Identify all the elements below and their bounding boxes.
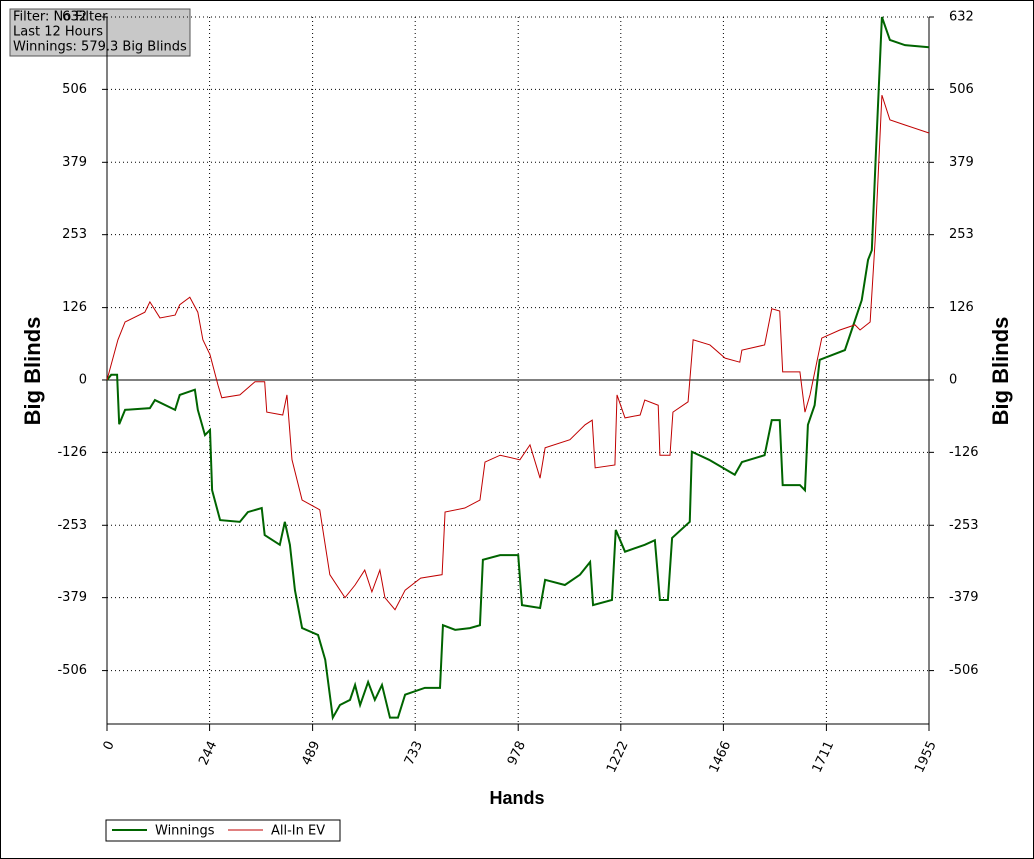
y2-tick-label: -253 xyxy=(949,518,979,533)
y-tick-label: -379 xyxy=(57,590,87,605)
legend xyxy=(105,819,341,842)
series-line xyxy=(106,94,930,611)
y-tick-label: 632 xyxy=(62,10,87,25)
y-tick-label: 126 xyxy=(62,300,87,315)
y-tick-label: 253 xyxy=(62,227,87,242)
y-axis-label: Big Blinds xyxy=(20,317,45,426)
y2-tick-label: 126 xyxy=(949,300,974,315)
y2-tick-label: 632 xyxy=(949,10,974,25)
info-text: Filter: No Filter xyxy=(13,10,108,25)
y-tick-label: 379 xyxy=(62,155,87,170)
y2-axis-label: Big Blinds xyxy=(988,317,1013,426)
legend-label: Winnings xyxy=(155,824,215,839)
y2-tick-label: 506 xyxy=(949,82,974,97)
y2-tick-label: -379 xyxy=(949,590,979,605)
y2-tick-label: -126 xyxy=(949,445,979,460)
series-line xyxy=(106,16,930,721)
y-tick-label: -253 xyxy=(57,518,87,533)
info-box: Filter: No Filter Last 12 Hours Winnings… xyxy=(9,8,191,57)
y2-tick-label: 379 xyxy=(949,155,974,170)
info-text: Winnings: 579.3 Big Blinds xyxy=(13,40,187,55)
y-tick-label: 0 xyxy=(79,372,87,387)
y2-tick-label: 0 xyxy=(949,372,957,387)
y-tick-label: -506 xyxy=(57,663,87,678)
y-tick-label: 506 xyxy=(62,82,87,97)
x-axis-label: Hands xyxy=(489,788,544,808)
legend-label: All-In EV xyxy=(271,824,325,839)
y-tick-label: -126 xyxy=(57,445,87,460)
info-text: Last 12 Hours xyxy=(13,25,103,40)
y2-tick-label: 253 xyxy=(949,227,974,242)
y2-tick-label: -506 xyxy=(949,663,979,678)
